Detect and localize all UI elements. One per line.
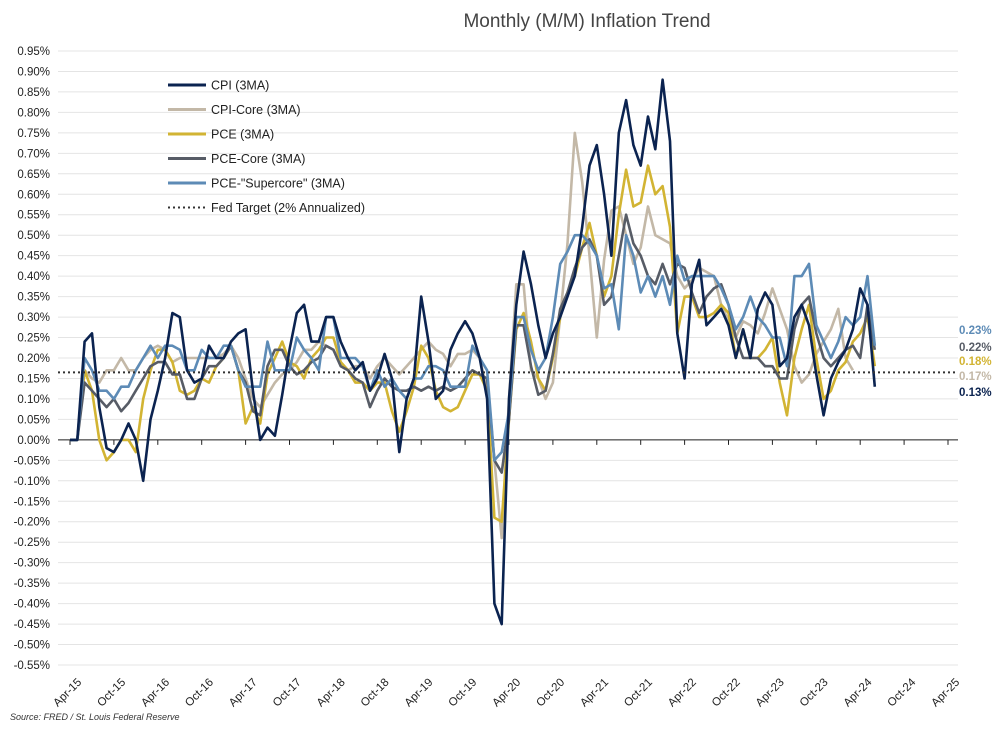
legend-label: PCE (3MA): [211, 128, 274, 142]
y-tick-label: 0.60%: [17, 189, 50, 201]
y-tick-label: -0.50%: [14, 640, 50, 652]
x-tick-label: Apr-18: [315, 676, 348, 709]
y-tick-label: -0.20%: [14, 517, 50, 529]
x-tick-label: Oct-21: [622, 676, 655, 709]
y-tick-label: 0.75%: [17, 128, 50, 140]
y-tick-label: 0.25%: [17, 333, 50, 345]
x-tick-label: Oct-19: [447, 676, 480, 709]
x-tick-label: Apr-19: [403, 676, 436, 709]
end-value-label: 0.13%: [959, 387, 992, 399]
x-tick-label: Apr-24: [842, 676, 875, 709]
y-tick-label: -0.45%: [14, 619, 50, 631]
y-tick-label: -0.25%: [14, 537, 50, 549]
x-tick-label: Oct-23: [798, 676, 831, 709]
y-tick-label: 0.15%: [17, 373, 50, 385]
y-tick-label: -0.55%: [14, 660, 50, 672]
end-value-label: 0.23%: [959, 325, 992, 337]
y-tick-label: 0.20%: [17, 353, 50, 365]
y-tick-label: 0.10%: [17, 394, 50, 406]
y-tick-label: 0.90%: [17, 66, 50, 78]
y-tick-label: -0.30%: [14, 558, 50, 570]
x-tick-label: Oct-18: [359, 676, 392, 709]
y-tick-label: -0.15%: [14, 496, 50, 508]
x-tick-label: Apr-17: [227, 676, 260, 709]
y-tick-label: 0.30%: [17, 312, 50, 324]
y-tick-label: 0.50%: [17, 230, 50, 242]
y-tick-label: -0.05%: [14, 455, 50, 467]
y-tick-label: -0.10%: [14, 476, 50, 488]
y-tick-label: 0.55%: [17, 210, 50, 222]
y-tick-label: 0.70%: [17, 148, 50, 160]
chart-title: Monthly (M/M) Inflation Trend: [463, 11, 710, 32]
y-tick-label: 0.00%: [17, 435, 50, 447]
legend-label: CPI (3MA): [211, 79, 269, 93]
end-value-label: 0.17%: [959, 371, 992, 383]
y-axis: 0.95% 0.90% 0.85% 0.80% 0.75% 0.70% 0.65% 0.60%…: [14, 46, 50, 672]
x-tick-label: Apr-21: [578, 676, 611, 709]
source-note: Source: FRED / St. Louis Federal Reserve: [10, 712, 180, 722]
series-line: [70, 213, 877, 474]
x-tick-label: Apr-15: [51, 676, 84, 709]
x-tick-label: Oct-15: [95, 676, 128, 709]
legend-label: PCE-Core (3MA): [211, 152, 305, 166]
y-tick-label: 0.95%: [17, 46, 50, 58]
x-tick-label: Apr-16: [139, 676, 172, 709]
x-tick-label: Apr-25: [929, 676, 962, 709]
x-tick-label: Oct-22: [710, 676, 743, 709]
legend-label: Fed Target (2% Annualized): [211, 201, 365, 215]
series-line: [70, 78, 877, 626]
y-tick-label: 0.40%: [17, 271, 50, 283]
legend: CPI (3MA) CPI-Core (3MA) PCE (3MA) PCE-Core…: [168, 79, 365, 215]
x-tick-label: Apr-23: [754, 676, 787, 709]
y-tick-label: 0.80%: [17, 107, 50, 119]
end-value-labels: 0.23% 0.22% 0.18% 0.17% 0.13%: [959, 325, 992, 399]
end-value-label: 0.18%: [959, 356, 992, 368]
series-lines: [58, 78, 958, 626]
y-tick-label: 0.05%: [17, 414, 50, 426]
x-tick-label: Apr-20: [490, 676, 523, 709]
y-tick-label: 0.85%: [17, 87, 50, 99]
y-tick-label: -0.35%: [14, 578, 50, 590]
x-tick-label: Oct-24: [886, 676, 919, 709]
x-tick-label: Oct-17: [271, 676, 304, 709]
series-line: [70, 233, 877, 462]
series-line: [70, 164, 877, 524]
y-tick-label: 0.65%: [17, 169, 50, 181]
y-tick-label: 0.45%: [17, 251, 50, 263]
x-tick-label: Oct-16: [183, 676, 216, 709]
legend-label: CPI-Core (3MA): [211, 103, 301, 117]
x-tick-label: Oct-20: [534, 676, 567, 709]
end-value-label: 0.22%: [959, 342, 992, 354]
y-tick-label: 0.35%: [17, 292, 50, 304]
x-tick-label: Apr-22: [666, 676, 699, 709]
legend-label: PCE-"Supercore" (3MA): [211, 177, 345, 191]
y-tick-label: -0.40%: [14, 599, 50, 611]
